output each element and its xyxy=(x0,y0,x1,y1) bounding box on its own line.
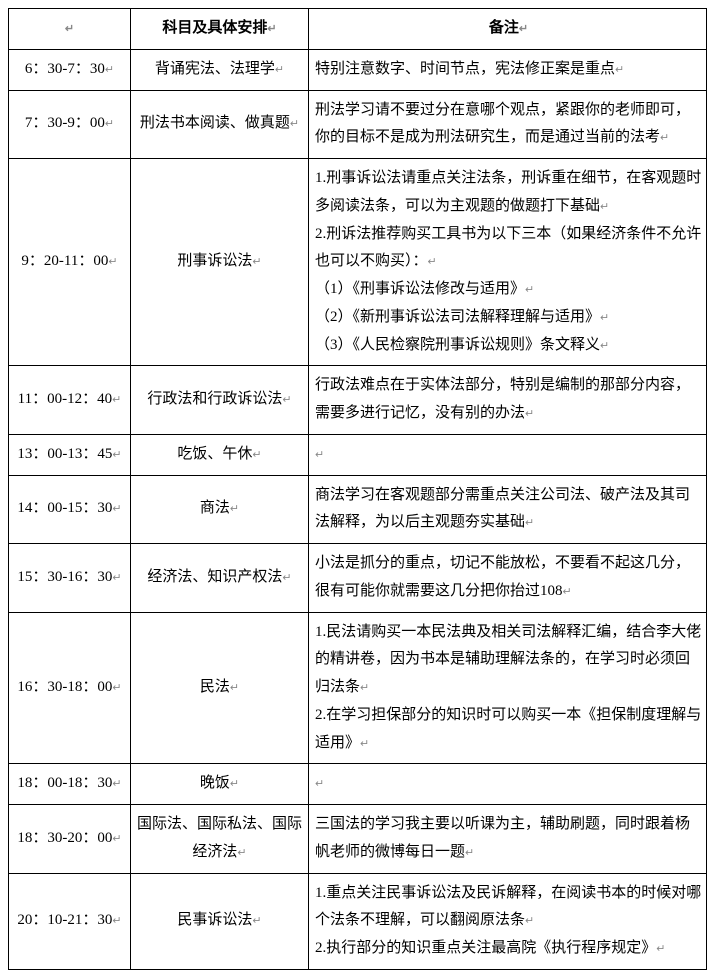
cell-note: 1.民法请购买一本民法典及相关司法解释汇编，结合李大佬的精讲卷，因为书本是辅助理… xyxy=(309,612,707,764)
table-row: 9：20-11：00↵刑事诉讼法↵1.刑事诉讼法请重点关注法条，刑诉重在细节，在… xyxy=(9,159,707,366)
table-header-row: ↵ 科目及具体安排↵ 备注↵ xyxy=(9,9,707,50)
table-row: 13：00-13：45↵吃饭、午休↵↵ xyxy=(9,434,707,475)
cell-time: 18：00-18：30↵ xyxy=(9,764,131,805)
cell-subject: 经济法、知识产权法↵ xyxy=(131,544,309,613)
table-body: 6：30-7：30↵背诵宪法、法理学↵特别注意数字、时间节点，宪法修正案是重点↵… xyxy=(9,49,707,969)
header-note: 备注↵ xyxy=(309,9,707,50)
table-row: 7：30-9：00↵刑法书本阅读、做真题↵刑法学习请不要过分在意哪个观点，紧跟你… xyxy=(9,90,707,159)
table-row: 14：00-15：30↵商法↵商法学习在客观题部分需重点关注公司法、破产法及其司… xyxy=(9,475,707,544)
cell-note: ↵ xyxy=(309,764,707,805)
header-subject: 科目及具体安排↵ xyxy=(131,9,309,50)
cell-time: 13：00-13：45↵ xyxy=(9,434,131,475)
study-schedule-table: ↵ 科目及具体安排↵ 备注↵ 6：30-7：30↵背诵宪法、法理学↵特别注意数字… xyxy=(8,8,707,970)
cell-subject: 背诵宪法、法理学↵ xyxy=(131,49,309,90)
cell-subject: 民法↵ xyxy=(131,612,309,764)
cell-time: 9：20-11：00↵ xyxy=(9,159,131,366)
cell-time: 15：30-16：30↵ xyxy=(9,544,131,613)
cell-time: 20：10-21：30↵ xyxy=(9,873,131,969)
cell-note: ↵ xyxy=(309,434,707,475)
cell-note: 1.刑事诉讼法请重点关注法条，刑诉重在细节，在客观题时多阅读法条，可以为主观题的… xyxy=(309,159,707,366)
cell-time: 14：00-15：30↵ xyxy=(9,475,131,544)
table-row: 11：00-12：40↵行政法和行政诉讼法↵行政法难点在于实体法部分，特别是编制… xyxy=(9,366,707,435)
cell-subject: 晚饭↵ xyxy=(131,764,309,805)
table-row: 18：30-20：00↵国际法、国际私法、国际经济法↵三国法的学习我主要以听课为… xyxy=(9,805,707,874)
cell-time: 11：00-12：40↵ xyxy=(9,366,131,435)
cell-note: 行政法难点在于实体法部分，特别是编制的那部分内容，需要多进行记忆，没有别的办法↵ xyxy=(309,366,707,435)
header-time: ↵ xyxy=(9,9,131,50)
cell-subject: 刑事诉讼法↵ xyxy=(131,159,309,366)
cell-time: 16：30-18：00↵ xyxy=(9,612,131,764)
table-row: 18：00-18：30↵晚饭↵↵ xyxy=(9,764,707,805)
cell-subject: 吃饭、午休↵ xyxy=(131,434,309,475)
cell-note: 小法是抓分的重点，切记不能放松，不要看不起这几分，很有可能你就需要这几分把你抬过… xyxy=(309,544,707,613)
cell-subject: 刑法书本阅读、做真题↵ xyxy=(131,90,309,159)
cell-time: 7：30-9：00↵ xyxy=(9,90,131,159)
table-row: 6：30-7：30↵背诵宪法、法理学↵特别注意数字、时间节点，宪法修正案是重点↵ xyxy=(9,49,707,90)
cell-subject: 行政法和行政诉讼法↵ xyxy=(131,366,309,435)
cell-subject: 民事诉讼法↵ xyxy=(131,873,309,969)
table-row: 15：30-16：30↵经济法、知识产权法↵小法是抓分的重点，切记不能放松，不要… xyxy=(9,544,707,613)
cell-note: 商法学习在客观题部分需重点关注公司法、破产法及其司法解释，为以后主观题夯实基础↵ xyxy=(309,475,707,544)
table-row: 16：30-18：00↵民法↵1.民法请购买一本民法典及相关司法解释汇编，结合李… xyxy=(9,612,707,764)
table-row: 20：10-21：30↵民事诉讼法↵1.重点关注民事诉讼法及民诉解释，在阅读书本… xyxy=(9,873,707,969)
cell-note: 特别注意数字、时间节点，宪法修正案是重点↵ xyxy=(309,49,707,90)
cell-note: 1.重点关注民事诉讼法及民诉解释，在阅读书本的时候对哪个法条不理解，可以翻阅原法… xyxy=(309,873,707,969)
cell-time: 18：30-20：00↵ xyxy=(9,805,131,874)
cell-subject: 国际法、国际私法、国际经济法↵ xyxy=(131,805,309,874)
cell-note: 刑法学习请不要过分在意哪个观点，紧跟你的老师即可，你的目标不是成为刑法研究生，而… xyxy=(309,90,707,159)
cell-note: 三国法的学习我主要以听课为主，辅助刷题，同时跟着杨帆老师的微博每日一题↵ xyxy=(309,805,707,874)
cell-subject: 商法↵ xyxy=(131,475,309,544)
cell-time: 6：30-7：30↵ xyxy=(9,49,131,90)
